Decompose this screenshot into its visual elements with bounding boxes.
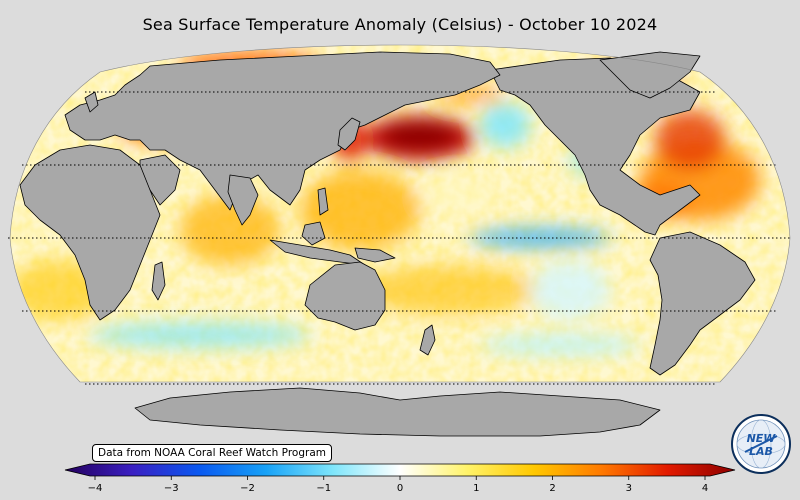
globe-outline [9,44,791,383]
land-africa [19,144,161,321]
colorbar-bar [64,463,736,477]
map-title: Sea Surface Temperature Anomaly (Celsius… [142,15,658,34]
warm-anomaly-west-pacific [300,170,420,250]
warm-anomaly-indian-ocean [180,195,280,265]
colorbar [64,463,736,480]
land-madagascar [151,261,166,301]
cool-anomaly-se-pacific [530,260,610,320]
data-credit: Data from NOAA Coral Reef Watch Program [92,444,332,462]
land-india [227,174,259,226]
colorbar-tick-label: 1 [473,483,480,494]
warm-anomaly-south-pacific [360,265,540,315]
cool-anomaly-southern-ocean [90,323,310,347]
land-south-america [649,231,756,376]
warm-anomaly-western-atlantic [655,110,725,170]
land-philippines [317,187,329,216]
latitude-lines [8,91,792,385]
colorbar-tick-labels: −4 −3 −2 −1 0 1 2 3 4 [0,483,800,497]
colorbar-tick-label: −1 [316,483,332,494]
cool-anomaly-north-pacific-east [480,103,530,147]
land-antarctica [134,387,661,437]
land-new-guinea [354,247,396,263]
land-north-america [489,57,701,236]
colorbar-tick-label: 0 [396,483,404,494]
colorbar-tick-label: 3 [625,483,632,494]
colorbar-tick-label: −3 [163,483,179,494]
land-australia [304,261,386,331]
land-borneo [301,221,326,246]
land-uk [84,91,99,113]
colorbar-tick-label: −4 [87,483,103,494]
cool-anomaly-southern-ocean-east [480,335,640,355]
colorbar-tick-label: 2 [549,483,556,494]
land-japan [337,117,361,151]
colorbar-tick-label: −2 [240,483,255,494]
land-greenland [599,51,701,99]
marine-heatwave-north-pacific-core [382,122,458,150]
neutral-central-pacific [420,175,500,215]
logo-text: NEW LAB [746,432,776,458]
colorbar-tick-label: 4 [701,483,709,494]
land-new-zealand [419,324,436,356]
globe-logo-icon [731,414,791,474]
